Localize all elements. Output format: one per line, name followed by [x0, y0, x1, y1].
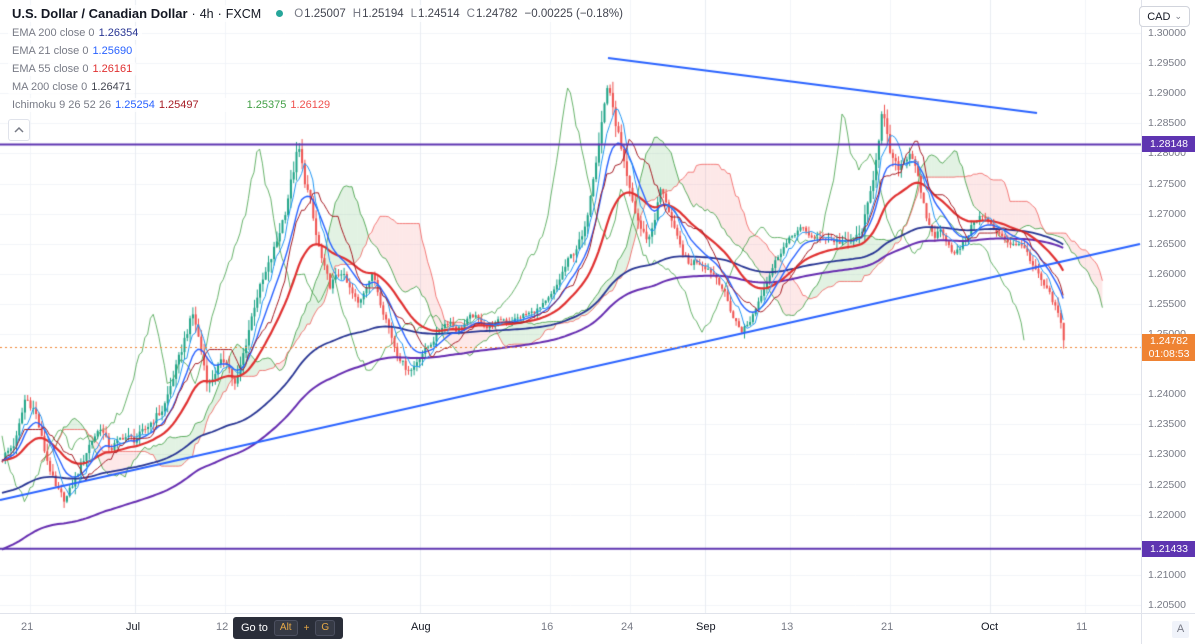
chevron-up-icon	[13, 126, 25, 134]
time-axis-label: 21	[881, 621, 894, 633]
price-axis-label: 1.23500	[1148, 418, 1186, 431]
close-value: 1.24782	[475, 7, 518, 20]
price-axis-label: 1.27000	[1148, 207, 1186, 220]
ichimoku-senkou-b-value: 1.26129	[290, 99, 331, 111]
time-axis-label: 12	[216, 621, 229, 633]
indicator-value: 1.25690	[92, 45, 133, 57]
price-axis-label: 1.26500	[1148, 237, 1186, 250]
time-axis-label: 13	[781, 621, 794, 633]
price-axis-label: 1.23000	[1148, 448, 1186, 461]
symbol-header-row[interactable]: U.S. Dollar / Canadian Dollar · 4h · FXC…	[8, 5, 627, 22]
price-change: −0.00225 (−0.18%)	[524, 7, 623, 20]
price-axis-label: 1.28500	[1148, 117, 1186, 130]
price-axis-label: 1.22500	[1148, 478, 1186, 491]
indicator-legend: U.S. Dollar / Canadian Dollar · 4h · FXC…	[8, 5, 627, 141]
level-price-badge: 1.28148	[1142, 136, 1195, 153]
indicator-row-ema200[interactable]: EMA 200 close 0 1.26354	[8, 26, 143, 40]
indicator-label: EMA 21 close 0	[12, 45, 89, 57]
level-price-badge: 1.21433	[1142, 540, 1195, 557]
bar-countdown: 01:08:53	[1148, 347, 1190, 360]
indicator-label: MA 200 close 0	[12, 81, 88, 93]
axis-corner: A	[1141, 613, 1195, 644]
price-axis-label: 1.25500	[1148, 297, 1186, 310]
indicator-row-ma200[interactable]: MA 200 close 0 1.26471	[8, 80, 135, 94]
price-axis-label: 1.27500	[1148, 177, 1186, 190]
open-label: O	[294, 7, 304, 20]
ichimoku-senkou-a-value: 1.25375	[246, 99, 287, 111]
interval-label[interactable]: 4h	[199, 6, 214, 21]
alt-key-badge: Alt	[273, 620, 298, 636]
indicator-row-ichimoku[interactable]: Ichimoku 9 26 52 26 1.25254 1.25497 1.25…	[8, 98, 335, 112]
close-label: C	[466, 7, 475, 20]
time-axis-label: 11	[1076, 621, 1088, 633]
price-axis-label: 1.20500	[1148, 598, 1186, 611]
price-axis-label: 1.30000	[1148, 27, 1186, 39]
price-axis-label: 1.26000	[1148, 267, 1186, 280]
high-value: 1.25194	[362, 7, 404, 20]
currency-toggle-button[interactable]: CAD ⌄	[1139, 6, 1190, 27]
open-value: 1.25007	[304, 7, 346, 20]
auto-scale-button[interactable]: A	[1172, 620, 1189, 638]
price-axis-label: 1.24000	[1148, 388, 1186, 401]
price-axis-label: 1.29000	[1148, 87, 1186, 100]
time-axis-label: 24	[621, 621, 634, 633]
exchange-label[interactable]: FXCM	[225, 6, 262, 21]
time-axis-label: 16	[541, 621, 554, 633]
time-axis-label: Aug	[411, 621, 431, 633]
high-label: H	[352, 7, 362, 20]
indicator-label: EMA 200 close 0	[12, 27, 95, 39]
symbol-title[interactable]: U.S. Dollar / Canadian Dollar	[12, 6, 188, 21]
currency-label: CAD	[1147, 10, 1171, 23]
time-axis-label: Jul	[126, 621, 141, 633]
ichimoku-kijun-value: 1.25497	[158, 99, 199, 111]
indicator-value: 1.26471	[91, 81, 131, 93]
plus-sign: +	[303, 622, 310, 634]
indicator-row-ema21[interactable]: EMA 21 close 0 1.25690	[8, 44, 137, 58]
separator-dot: ·	[191, 6, 196, 21]
separator-dot: ·	[217, 6, 222, 21]
collapse-indicators-button[interactable]	[8, 119, 30, 141]
indicator-row-ema55[interactable]: EMA 55 close 0 1.26161	[8, 62, 137, 76]
indicator-value: 1.26354	[98, 27, 139, 39]
price-axis-label: 1.22000	[1148, 508, 1186, 521]
last-price-badge: 1.24782 01:08:53	[1142, 334, 1195, 362]
chevron-down-icon: ⌄	[1174, 11, 1182, 21]
time-axis[interactable]: Go to Alt + G 21 Jul 12 Aug 16 24 Sep 13 21 Oct 11	[0, 613, 1141, 644]
goto-tooltip[interactable]: Go to Alt + G	[233, 617, 344, 639]
goto-label: Go to	[241, 622, 268, 634]
low-value: 1.24514	[418, 7, 460, 20]
price-axis[interactable]: 1.28148 1.21433 1.24782 01:08:53 1.30000…	[1141, 0, 1195, 613]
indicator-value: 1.26161	[92, 63, 133, 75]
time-axis-label: Sep	[696, 621, 716, 633]
g-key-badge: G	[315, 620, 336, 636]
indicator-label: EMA 55 close 0	[12, 63, 89, 75]
price-axis-label: 1.21000	[1148, 568, 1186, 581]
market-status-icon	[276, 10, 284, 17]
last-price-value: 1.24782	[1150, 334, 1188, 347]
time-axis-label: Oct	[981, 621, 999, 633]
price-axis-label: 1.29500	[1148, 57, 1186, 70]
low-label: L	[410, 7, 418, 20]
time-axis-label: 21	[21, 621, 34, 633]
ichimoku-tenkan-value: 1.25254	[115, 99, 155, 111]
ohlc-values: O 1.25007 H 1.25194 L 1.24514 C 1.24782	[294, 8, 517, 20]
indicator-label: Ichimoku 9 26 52 26	[12, 99, 112, 111]
